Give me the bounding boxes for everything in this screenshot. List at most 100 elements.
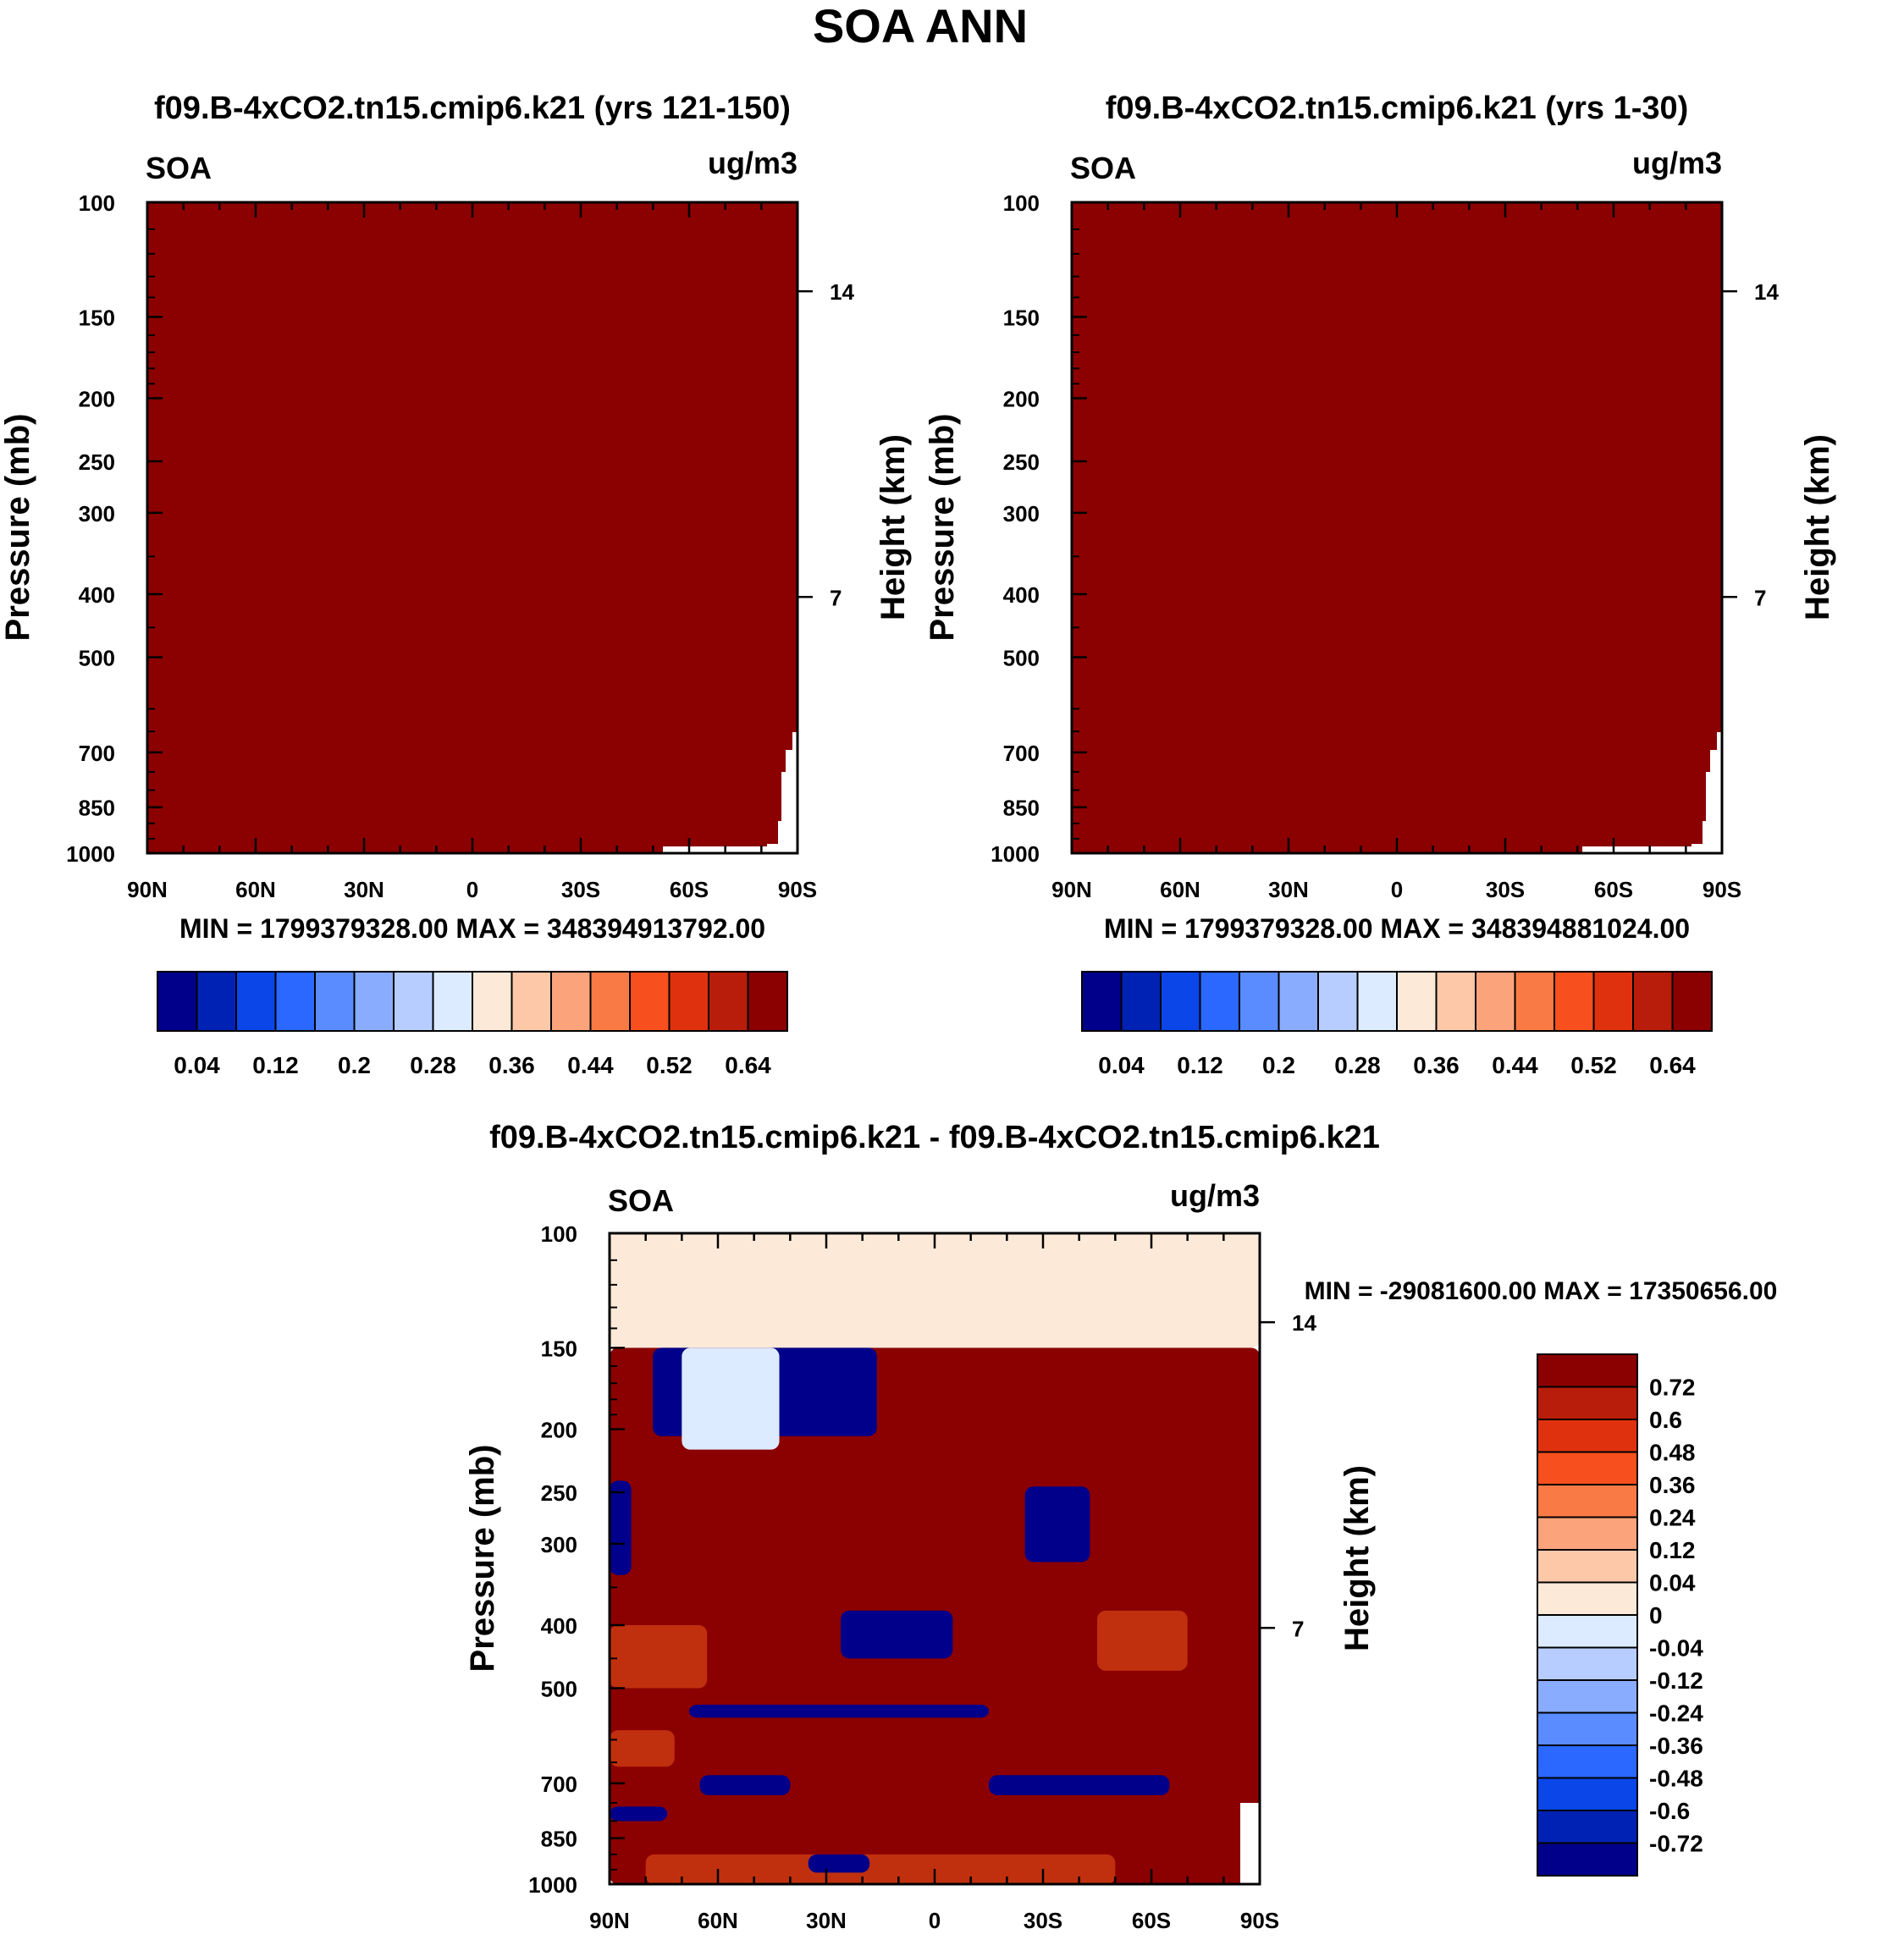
x-tick-label: 90S [1240, 1908, 1279, 1933]
colorbar-swatch [1537, 1451, 1638, 1485]
colorbar-swatch [1537, 1386, 1638, 1420]
colorbar-label: 0.48 [1649, 1440, 1696, 1466]
y-tick-label: 850 [79, 796, 115, 821]
figure-title: SOA ANN [813, 0, 1028, 52]
colorbar-label: 0.12 [1177, 1052, 1223, 1078]
colorbar-swatch [235, 971, 277, 1032]
y-tick-label: 100 [79, 190, 115, 216]
colorbar-swatch [1592, 971, 1634, 1032]
colorbar-swatch [1537, 1646, 1638, 1681]
colorbar-swatch [1199, 971, 1240, 1032]
colorbar-swatch [668, 971, 709, 1032]
y-tick-label: 700 [79, 741, 115, 766]
y-tick-label: 150 [1003, 305, 1040, 330]
x-tick-label: 0 [929, 1908, 941, 1933]
panel-diff-regions [610, 1233, 1260, 1884]
y-tick-label: 400 [1003, 582, 1040, 608]
y-tick-label: 300 [1003, 501, 1040, 526]
colorbar-swatch [353, 971, 395, 1032]
panel-diff-height-axis-label: Height (km) [1338, 1465, 1376, 1651]
panel-1-missing-notch [663, 732, 797, 853]
panel-diff-plot-area [610, 1233, 1260, 1884]
colorbar-swatch [629, 971, 671, 1032]
colorbar-swatch [1278, 971, 1319, 1032]
y-tick-label: 700 [1003, 741, 1040, 766]
x-tick-label: 90N [127, 877, 168, 902]
y-tick-label: 500 [79, 646, 115, 671]
x-tick-label: 60S [670, 877, 709, 902]
colorbar-label: 0.36 [488, 1052, 535, 1078]
field-region [610, 1806, 668, 1822]
field-region [610, 1624, 708, 1689]
colorbar-label: -0.6 [1649, 1798, 1690, 1824]
colorbar-swatch [1317, 971, 1359, 1032]
y-tick-label: 400 [541, 1613, 577, 1639]
colorbar-swatch [1537, 1353, 1638, 1388]
colorbar-label: 0.2 [338, 1052, 371, 1078]
x-tick-label: 90N [1051, 877, 1092, 902]
x-tick-label: 30N [344, 877, 384, 902]
height-tick-label: 7 [1292, 1616, 1304, 1641]
colorbar-swatch [1537, 1419, 1638, 1453]
colorbar-swatch [393, 971, 434, 1032]
y-tick-label: 100 [541, 1221, 577, 1247]
field-region [610, 1480, 632, 1575]
colorbar-swatch [1537, 1810, 1638, 1844]
y-tick-label: 150 [541, 1336, 577, 1361]
colorbar-swatch [1537, 1516, 1638, 1551]
colorbar-label: 0.12 [1649, 1537, 1696, 1563]
y-tick-label: 1000 [528, 1872, 577, 1898]
panel-1-min-max: MIN = 1799379328.00 MAX = 348394913792.0… [179, 913, 765, 944]
colorbar-swatch [1537, 1614, 1638, 1649]
colorbar-swatch [1671, 971, 1713, 1032]
y-tick-label: 100 [1003, 190, 1040, 216]
field-region [610, 1730, 675, 1767]
panel-2-title: f09.B-4xCO2.tn15.cmip6.k21 (yrs 1-30) [1106, 91, 1689, 126]
colorbar-swatch [1475, 971, 1516, 1032]
height-tick-label: 7 [830, 585, 842, 610]
panel-2-min-max: MIN = 1799379328.00 MAX = 348394881024.0… [1104, 913, 1690, 944]
colorbar-label: 0.12 [252, 1052, 299, 1078]
y-tick-label: 200 [1003, 386, 1040, 411]
colorbar-label: 0.52 [646, 1052, 693, 1078]
colorbar-swatch [1435, 971, 1476, 1032]
x-tick-label: 90N [589, 1908, 630, 1933]
panel-1-colorbar: 0.04 0.12 0.2 0.28 0.36 0.44 0.52 0.64 [157, 971, 788, 1078]
panel-2-ticks: 100 150 200 250 300 400 500 700 850 1000 14 7 90N 60N… [991, 190, 1779, 902]
y-tick-label: 500 [1003, 646, 1040, 671]
height-tick-label: 14 [1754, 279, 1779, 305]
x-tick-label: 60S [1594, 877, 1633, 902]
panel-diff-units-label: ug/m3 [1170, 1178, 1260, 1213]
colorbar-swatch [1537, 1744, 1638, 1779]
x-tick-label: 60N [698, 1908, 738, 1933]
colorbar-label: 0.36 [1649, 1472, 1696, 1498]
height-tick-label: 14 [1292, 1310, 1316, 1336]
panel-2-height-axis-label: Height (km) [1799, 434, 1836, 620]
colorbar-swatch [1537, 1842, 1638, 1877]
colorbar-swatch [1239, 971, 1280, 1032]
colorbar-label: 0.44 [567, 1052, 614, 1078]
colorbar-label: 0.28 [1334, 1052, 1381, 1078]
x-tick-label: 0 [466, 877, 478, 902]
x-tick-label: 30S [1486, 877, 1525, 902]
field-region [688, 1704, 989, 1718]
y-tick-label: 400 [79, 582, 115, 608]
y-tick-label: 700 [541, 1772, 577, 1797]
colorbar-swatch [472, 971, 513, 1032]
field-region [989, 1775, 1170, 1795]
x-tick-label: 30S [1024, 1908, 1062, 1933]
colorbar-swatch [1120, 971, 1162, 1032]
panel-diff-colorbar: 0.72 0.6 0.48 0.36 0.24 0.12 0.04 0 -0.04 -0.12 -0… [1537, 1353, 1703, 1877]
panel-diff-ticks: 100 150 200 250 300 400 500 700 850 1000 14 7 90N 60N… [528, 1221, 1316, 1933]
field-region [645, 1854, 1116, 1884]
colorbar-swatch [1537, 1679, 1638, 1714]
panel-2-missing-notch [1582, 732, 1722, 853]
colorbar-swatch [747, 971, 788, 1032]
y-tick-label: 250 [1003, 449, 1040, 475]
colorbar-label: 0.2 [1262, 1052, 1295, 1078]
colorbar-swatch [1160, 971, 1201, 1032]
panel-1-y-axis-label: Pressure (mb) [0, 414, 36, 642]
panel-1-plot-area [146, 201, 799, 855]
x-tick-label: 30S [561, 877, 600, 902]
